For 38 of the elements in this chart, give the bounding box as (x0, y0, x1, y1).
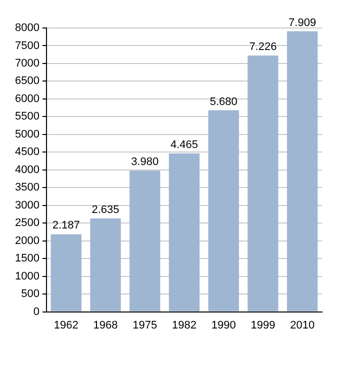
y-tick-label: 6500 (14, 75, 40, 88)
y-tick-label: 8000 (14, 22, 40, 34)
x-tick-label: 1968 (93, 319, 118, 332)
y-tick-label: 1500 (14, 252, 40, 265)
data-label: 5.680 (210, 96, 238, 108)
y-tick-label: 5000 (14, 128, 40, 140)
y-tick-label: 6000 (14, 92, 40, 105)
data-label: 7.909 (288, 16, 316, 29)
bar (208, 110, 239, 312)
y-tick-label: 5500 (14, 110, 40, 123)
data-label: 2.635 (92, 204, 120, 216)
x-tick-label: 2010 (290, 319, 315, 332)
y-tick-label: 4500 (14, 146, 40, 158)
y-tick-label: 7500 (14, 40, 40, 52)
bar (248, 55, 278, 312)
bar (90, 218, 121, 312)
bar (50, 234, 82, 312)
y-tick-label: 3500 (14, 182, 40, 194)
y-tick-label: 2000 (14, 234, 40, 247)
data-label: 3.980 (131, 156, 159, 168)
x-tick-label: 1975 (132, 319, 158, 332)
x-tick-label: 1962 (54, 319, 78, 332)
y-tick-label: 2500 (14, 217, 40, 230)
bar (286, 31, 318, 312)
x-tick-label: 1999 (250, 319, 276, 332)
bar (130, 170, 160, 312)
y-tick-label: 1000 (14, 270, 40, 282)
data-label: 7.226 (249, 40, 277, 53)
y-tick-label: 0 (33, 306, 40, 318)
y-tick-label: 3000 (14, 199, 40, 212)
data-label: 2.187 (52, 220, 80, 232)
x-tick-label: 1990 (211, 319, 236, 332)
y-tick-label: 500 (21, 288, 40, 300)
bar (168, 153, 200, 312)
y-tick-label: 4000 (14, 164, 40, 176)
y-tick-label: 7000 (14, 58, 40, 70)
x-tick-label: 1982 (172, 319, 196, 332)
data-label: 4.465 (170, 138, 198, 151)
